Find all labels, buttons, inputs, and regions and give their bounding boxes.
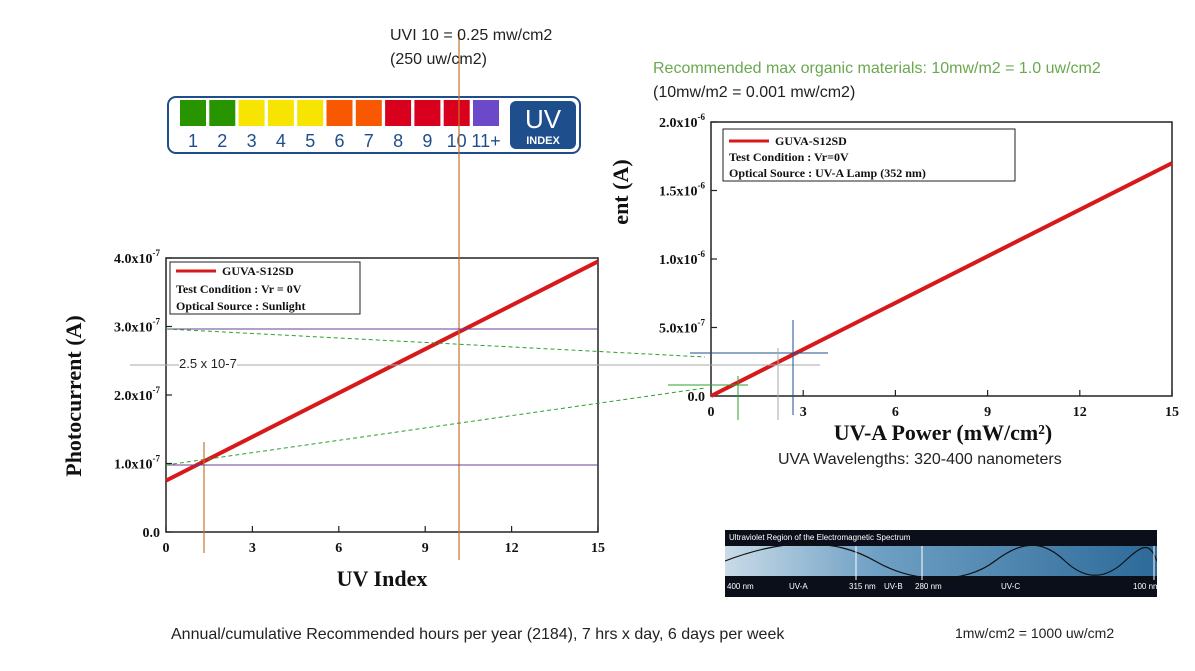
uv-level-9-swatch — [414, 100, 441, 126]
spectrum-label-1: 400 nm — [727, 582, 754, 591]
uv-level-1-label: 1 — [188, 131, 198, 151]
chart2-ytick-label: 0.0 — [688, 390, 706, 405]
uv-level-5-label: 5 — [305, 131, 315, 151]
spectrum-label-4: UV-B — [884, 582, 903, 591]
chart2-xtick-label: 3 — [800, 405, 807, 420]
uv-spectrum-band: Ultraviolet Region of the Electromagneti… — [725, 530, 1160, 597]
uv-level-5-swatch — [297, 100, 324, 126]
uv-level-7-swatch — [355, 100, 382, 126]
reference-2.5e-7-label: 2.5 x 10-7 — [179, 356, 237, 371]
chart2-ytick-label: 1.0x10-6 — [659, 249, 705, 268]
uv-level-4-label: 4 — [276, 131, 286, 151]
chart2-series-line — [710, 161, 1173, 398]
chart2-ylabel: ent (A) — [608, 159, 633, 224]
uva-power-chart: 0 3 6 9 12 15 0.0 5.0x10-7 1.0x10-6 1.5x10-6 2.0x… — [608, 112, 1179, 445]
chart2-xtick-label: 15 — [1165, 405, 1179, 420]
chart1-legend-series: GUVA-S12SD — [222, 264, 294, 278]
spectrum-label-6: UV-C — [1001, 582, 1021, 591]
chart1-xtick-label: 15 — [591, 541, 605, 556]
chart1-ytick-label: 2.0x10-7 — [114, 385, 160, 404]
uv-level-10-swatch — [443, 100, 470, 126]
chart2-xlabel: UV-A Power (mW/cm²) — [834, 420, 1052, 445]
chart2-ytick-label: 5.0x10-7 — [659, 318, 705, 337]
chart2-legend-box — [722, 128, 1016, 182]
chart1-ytick-label: 3.0x10-7 — [114, 317, 160, 336]
recommended-conversion-note: (10mw/m2 = 0.001 mw/cm2) — [653, 84, 856, 101]
chart1-xtick-label: 0 — [163, 541, 170, 556]
uv-index-badge — [510, 101, 576, 149]
uv-level-1-swatch — [180, 100, 206, 126]
spectrum-graphic — [725, 543, 1157, 580]
uv-badge-top: UV — [525, 104, 562, 134]
uv-badge-bottom: INDEX — [526, 135, 560, 147]
chart2-xtick-label: 6 — [892, 405, 899, 420]
chart1-ytick-label: 4.0x10-7 — [114, 248, 160, 267]
spectrum-label-2: UV-A — [789, 582, 808, 591]
spectrum-label-7: 100 nm — [1133, 582, 1160, 591]
chart1-legend-line2: Optical Source : Sunlight — [176, 299, 305, 313]
uv-level-4-swatch — [267, 100, 294, 126]
chart1-series-line — [165, 259, 599, 483]
chart2-legend-line1: Test Condition : Vr=0V — [729, 150, 849, 164]
chart1-legend-box — [169, 261, 361, 315]
uv-index-chart: 0 3 6 9 12 15 0.0 1.0x10-7 2.0x10-7 3.0x10-7 4.0x… — [61, 248, 605, 591]
uv-index-scale: 1 2 3 4 5 6 7 8 9 10 11+ UV INDEX — [167, 96, 581, 154]
spectrum-label-3: 315 nm — [849, 582, 876, 591]
unit-conversion-note: 1mw/cm2 = 1000 uw/cm2 — [955, 625, 1115, 641]
spectrum-wave — [725, 543, 1157, 579]
uv-level-2-label: 2 — [217, 131, 227, 151]
spectrum-gradient — [725, 546, 1157, 576]
chart2-ytick-label: 2.0x10-6 — [659, 112, 705, 131]
spectrum-label-5: 280 nm — [915, 582, 942, 591]
chart2-xtick-label: 0 — [708, 405, 715, 420]
uv-level-2-swatch — [209, 100, 236, 126]
chart2-legend-series: GUVA-S12SD — [775, 134, 847, 148]
chart2-xtick-label: 9 — [984, 405, 991, 420]
chart1-frame — [165, 257, 599, 533]
chart2-legend-line2: Optical Source : UV-A Lamp (352 nm) — [729, 166, 926, 180]
green-dash-lower — [165, 387, 706, 466]
uv-level-3-swatch — [238, 100, 265, 126]
uv-level-8-swatch — [385, 100, 412, 126]
uv-level-11-label: 11+ — [471, 131, 500, 151]
annual-hours-note: Annual/cumulative Recommended hours per … — [171, 626, 785, 643]
uva-wavelengths-note: UVA Wavelengths: 320-400 nanometers — [778, 451, 1062, 468]
chart1-xlabel: UV Index — [337, 566, 428, 591]
chart1-xtick-label: 9 — [422, 541, 429, 556]
uv-level-8-label: 8 — [393, 131, 403, 151]
uvi10-note: UVI 10 = 0.25 mw/cm2 — [390, 27, 553, 44]
uv-level-7-label: 7 — [364, 131, 374, 151]
chart1-xtick-label: 12 — [505, 541, 519, 556]
chart1-ytick-label: 0.0 — [143, 526, 161, 541]
spectrum-title: Ultraviolet Region of the Electromagneti… — [729, 533, 911, 542]
chart1-xtick-label: 3 — [249, 541, 256, 556]
chart1-ytick-label: 1.0x10-7 — [114, 454, 160, 473]
uv-level-6-label: 6 — [334, 131, 344, 151]
uv-level-11-swatch — [473, 100, 499, 126]
recommended-max-note: Recommended max organic materials: 10mw/… — [653, 60, 1101, 77]
chart1-legend-line1: Test Condition : Vr = 0V — [176, 282, 302, 296]
chart2-ytick-label: 1.5x10-6 — [659, 181, 705, 200]
chart2-frame — [710, 121, 1173, 397]
chart1-ylabel: Photocurrent (A) — [61, 315, 86, 477]
uvi10-note-uw: (250 uw/cm2) — [390, 51, 487, 68]
uv-level-3-label: 3 — [247, 131, 257, 151]
uv-level-9-label: 9 — [422, 131, 432, 151]
chart2-xtick-label: 12 — [1073, 405, 1087, 420]
green-dash-upper — [165, 328, 706, 358]
uv-level-10-label: 10 — [447, 131, 467, 151]
uv-level-6-swatch — [326, 100, 353, 126]
chart1-xtick-label: 6 — [335, 541, 342, 556]
